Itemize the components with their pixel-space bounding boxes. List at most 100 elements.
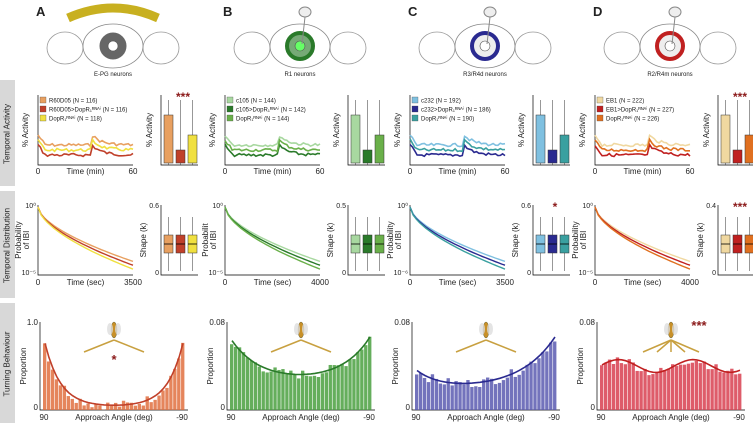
y-tick-label: 0.5	[336, 203, 346, 210]
y-tick-label: 10⁻⁵	[209, 270, 223, 277]
ibi-line	[594, 206, 691, 263]
arrow	[455, 339, 487, 353]
x-label: Approach Angle (deg)	[75, 413, 153, 422]
legend-label: c232>DopR₁ᴿᴺᴬⁱ (N = 186)	[421, 106, 491, 114]
legend-swatch	[596, 96, 604, 104]
arrow	[670, 339, 686, 353]
hist-bar	[316, 377, 321, 410]
box	[744, 134, 753, 164]
box-axes	[347, 95, 385, 166]
hist-bar	[133, 405, 138, 410]
y-tick-label: 10⁻⁶	[394, 270, 408, 277]
y-tick-label: 0.6	[521, 203, 531, 210]
hist-bar	[90, 407, 94, 410]
y-tick-label: 0	[406, 403, 411, 412]
hist-bar	[117, 406, 122, 410]
significance: ***	[176, 90, 190, 104]
box	[720, 114, 731, 164]
hist-bar	[635, 370, 639, 410]
hist-bar	[553, 341, 557, 410]
ibi-line	[37, 206, 134, 270]
x-tick-label: 4000	[681, 278, 699, 287]
hist-bar	[265, 372, 269, 410]
hist-bar	[273, 367, 277, 410]
hist-bar	[82, 405, 86, 410]
x-label: Approach Angle (deg)	[447, 413, 525, 422]
y-label: of IBI	[22, 231, 31, 250]
hist-bar	[50, 369, 55, 410]
y-tick-label: 10⁰	[212, 202, 223, 210]
legend-swatch	[411, 96, 419, 104]
y-tick-label: 0	[342, 270, 346, 277]
y-tick-label: 10⁰	[25, 202, 36, 210]
hist-bar	[730, 368, 734, 410]
x-tick-label: -90	[548, 413, 560, 422]
legend-label: DopR₁ᴿᴺᴬⁱ (N = 144)	[236, 115, 289, 123]
box-y-label: Shape (k)	[139, 222, 148, 257]
hist-bar	[631, 362, 635, 410]
hist-bar	[129, 402, 134, 410]
arrow	[270, 339, 302, 353]
neuron-axon	[671, 16, 676, 45]
hist-bar	[297, 378, 301, 410]
arrow	[83, 339, 115, 353]
neuron-axon	[301, 16, 306, 45]
hist-bar	[639, 371, 643, 410]
legend-label: c105>DopR₁ᴿᴺᴬⁱ (N = 142)	[236, 106, 306, 114]
hist-bar	[603, 362, 608, 410]
y-tick-label: 0	[34, 403, 39, 412]
x-tick-label: 0	[36, 167, 41, 176]
x-tick-label: 60	[316, 167, 325, 176]
box-axes	[717, 95, 753, 166]
arrow	[485, 339, 517, 353]
hist-bar	[98, 405, 102, 410]
hist-bar	[674, 366, 679, 410]
legend-swatch	[39, 96, 47, 104]
hist-bar	[430, 374, 435, 410]
y-tick-label: 0.4	[706, 203, 716, 210]
hist-bar	[493, 384, 498, 410]
x-tick-label: 60	[686, 167, 695, 176]
y-label: of IBI	[209, 231, 218, 250]
x-tick-label: 0	[593, 167, 598, 176]
hist-bar	[706, 369, 710, 410]
hist-bar	[141, 405, 145, 410]
x-tick-label: 0	[408, 278, 413, 287]
hist-bar	[149, 402, 153, 410]
y-label: Probability	[571, 221, 580, 258]
hist-bar	[352, 359, 356, 410]
hist-bar	[62, 385, 67, 410]
x-label: Approach Angle (deg)	[632, 413, 710, 422]
x-label: Approach Angle (deg)	[262, 413, 340, 422]
hist-bar	[509, 369, 514, 410]
hist-bar	[137, 403, 142, 410]
neuron-soma	[298, 6, 312, 18]
legend-label: DopR₁ᴿᴺᴬⁱ (N = 226)	[606, 115, 659, 123]
hist-bar	[667, 368, 671, 410]
hist-bar	[418, 373, 423, 410]
y-tick-label: 0	[591, 403, 596, 412]
hist-bar	[651, 374, 655, 410]
hist-bar	[336, 365, 340, 410]
hist-bar	[454, 381, 458, 410]
legend-swatch	[226, 114, 234, 122]
hist-bar	[78, 398, 82, 410]
ibi-line	[409, 206, 506, 270]
x-tick-label: 0	[36, 278, 41, 287]
ibi-line	[224, 206, 321, 270]
y-tick-label: 10⁻⁵	[579, 270, 593, 277]
hist-bar	[434, 378, 439, 410]
hist-bar	[521, 370, 525, 410]
hist-bar	[181, 342, 185, 410]
x-label: Time (min)	[254, 167, 292, 176]
activity-line	[37, 134, 134, 148]
x-label: Time (min)	[624, 167, 662, 176]
neuron-soma	[668, 6, 682, 18]
legend-swatch	[226, 105, 234, 113]
axes	[594, 95, 690, 166]
legend-swatch	[411, 114, 419, 122]
box	[547, 149, 558, 164]
hist-bar	[110, 405, 114, 410]
x-tick-label: 90	[597, 413, 606, 422]
box	[374, 134, 385, 164]
